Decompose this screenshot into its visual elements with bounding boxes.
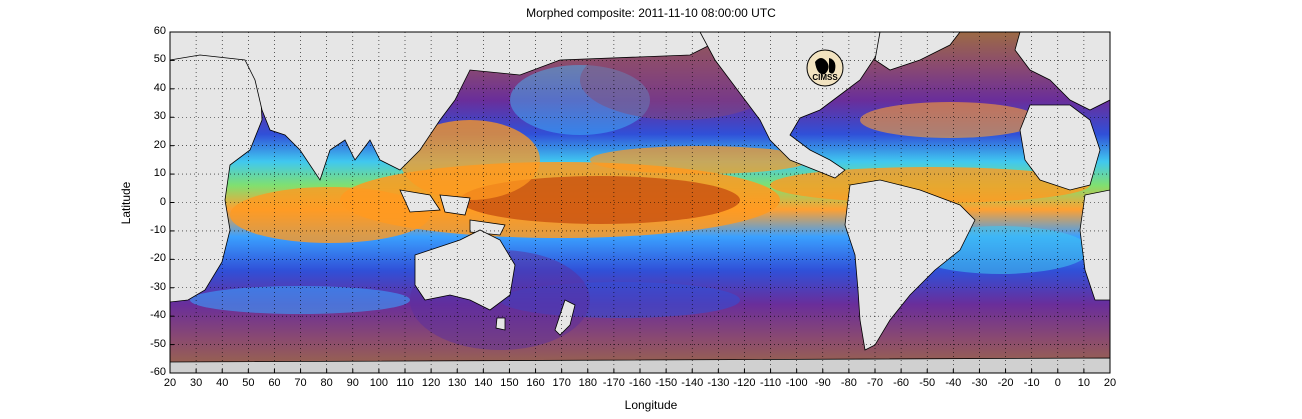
cimss-logo: CIMSS [806, 49, 844, 87]
x-tick-label: -20 [997, 377, 1014, 389]
x-tick-label: -110 [759, 377, 782, 389]
x-tick-label: -70 [867, 377, 883, 389]
x-tick-label: -160 [628, 377, 652, 389]
x-tick-label: -30 [971, 377, 988, 389]
y-tick-label: 10 [153, 167, 166, 180]
x-tick-label: 10 [1077, 377, 1090, 389]
x-tick-label: 20 [1103, 377, 1117, 389]
x-tick-label: 70 [294, 377, 307, 389]
x-tick-label: -60 [893, 377, 910, 389]
y-tick-label: -30 [150, 280, 166, 293]
x-tick-label: 120 [421, 377, 441, 389]
x-tick-label: 40 [216, 377, 229, 389]
x-tick-label: 180 [578, 377, 597, 389]
y-tick-label: 30 [153, 110, 166, 123]
x-tick-label: -140 [681, 377, 704, 389]
y-tick-label: 20 [153, 138, 166, 151]
x-axis-label: Longitude [624, 398, 678, 412]
x-tick-label: 110 [396, 377, 414, 389]
x-tick-label: -170 [602, 377, 625, 389]
logo-text: CIMSS [812, 73, 838, 82]
graticule [170, 32, 1110, 373]
x-tick-label: -50 [919, 377, 936, 389]
land-masses [170, 32, 1110, 373]
y-tick-label: -60 [150, 366, 166, 378]
x-tick-label: 60 [268, 377, 281, 389]
x-tick-label: 170 [552, 377, 571, 389]
y-tick-label: 50 [153, 53, 166, 66]
x-tick-label: 80 [320, 377, 333, 389]
x-tick-label: 30 [189, 377, 203, 389]
x-tick-label: 100 [369, 377, 389, 389]
precipitable-water-field [170, 32, 1110, 373]
chart-title: Morphed composite: 2011-11-10 08:00:00 U… [526, 6, 776, 20]
x-tick-label: -130 [707, 377, 730, 389]
axis-ticks [169, 31, 1111, 374]
x-tick-label: -10 [1023, 377, 1040, 389]
x-tick-label: 90 [346, 377, 359, 389]
x-tick-label: 130 [448, 377, 467, 389]
x-tick-label: 160 [526, 377, 545, 389]
x-tick-label: -100 [785, 377, 808, 389]
y-tick-label: -10 [150, 223, 166, 236]
x-tick-label: -80 [840, 377, 857, 389]
x-tick-label: 0 [1054, 377, 1061, 389]
y-tick-label: 0 [159, 195, 166, 208]
x-tick-label: -120 [733, 377, 756, 389]
y-tick-label: -40 [150, 309, 166, 322]
x-tick-label: 150 [500, 377, 519, 389]
x-tick-label: 50 [242, 377, 255, 389]
y-tick-label: 40 [153, 81, 166, 94]
y-tick-label: -20 [150, 252, 166, 265]
x-tick-label: -90 [814, 377, 831, 389]
y-tick-label: -50 [150, 337, 166, 350]
x-tick-label: -40 [945, 377, 962, 389]
x-tick-label: -150 [655, 377, 678, 389]
x-tick-label: 20 [163, 377, 177, 389]
y-tick-label: 60 [153, 25, 166, 37]
x-tick-label: 140 [474, 377, 493, 389]
